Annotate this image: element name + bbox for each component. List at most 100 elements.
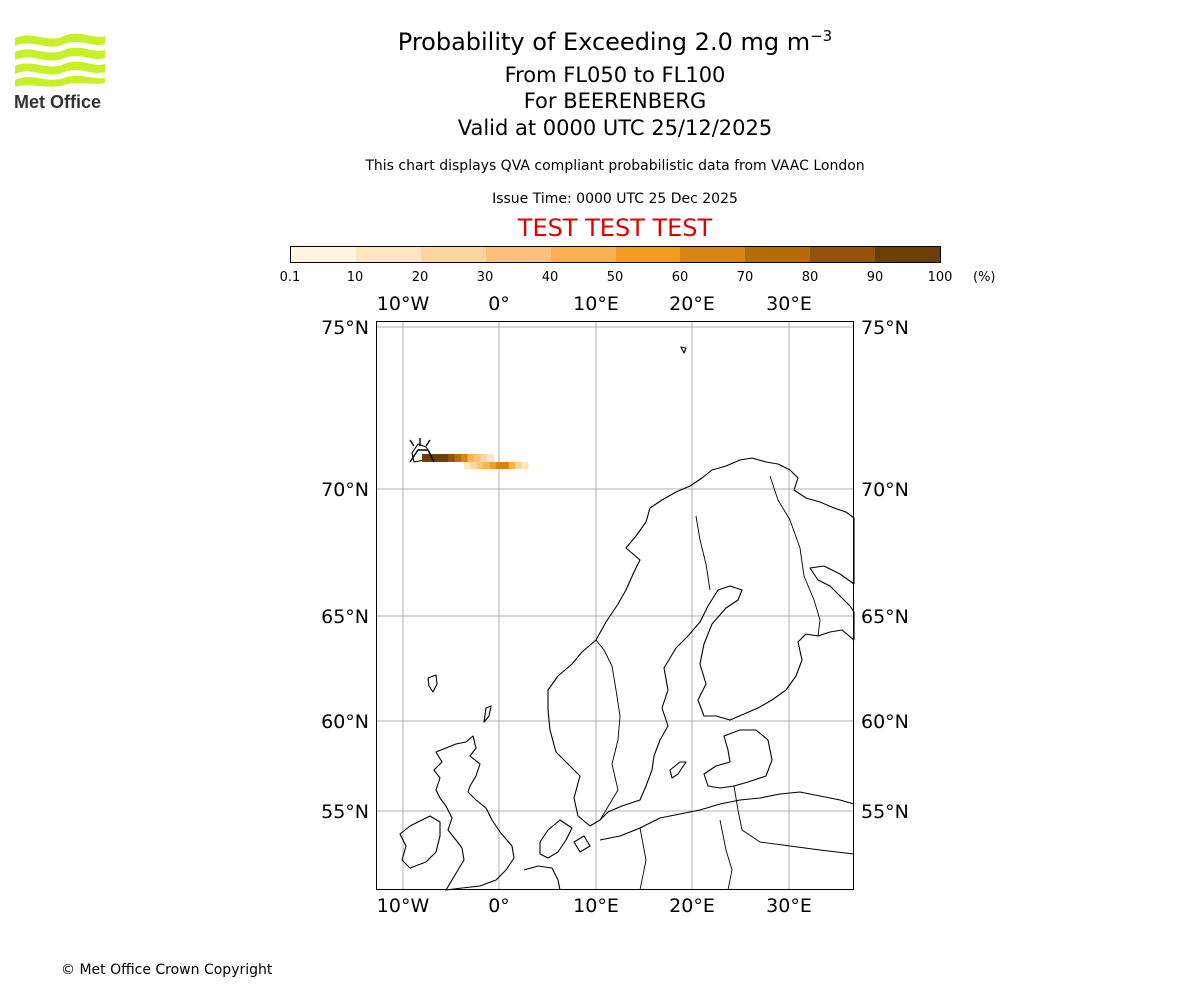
norway-sweden-border (595, 639, 621, 821)
plume-cell (474, 454, 481, 462)
plume-cell (422, 454, 429, 462)
great-britain-coast (433, 735, 515, 891)
plume-cell (448, 454, 455, 462)
colorbar-tick-label: 90 (866, 270, 884, 285)
test-banner: TEST TEST TEST (517, 214, 713, 242)
plume-cell (496, 462, 503, 469)
flight-level-range: From FL050 to FL100 (504, 63, 726, 87)
lon-label-bottom: 30°E (766, 895, 812, 917)
plume-cell (467, 454, 475, 462)
sweden-finland-border (695, 515, 711, 591)
colorbar-segment (615, 247, 681, 262)
colorbar-tick-label: 70 (736, 270, 754, 285)
baltic-inner-border (733, 785, 855, 855)
logo-text: Met Office (14, 92, 101, 112)
plume-cell (470, 462, 478, 469)
lon-label-bottom: 20°E (669, 895, 715, 917)
graticule (376, 321, 854, 890)
colorbar-segment (355, 247, 421, 262)
lon-label-bottom: 10°E (573, 895, 619, 917)
colorbar-segment (680, 247, 746, 262)
colorbar-tick-label: 0.1 (279, 270, 301, 285)
lon-label-top: 20°E (669, 293, 715, 315)
volcano-name: For BEERENBERG (523, 89, 707, 113)
colorbar-tick-label: 80 (801, 270, 819, 285)
plume-cell (461, 454, 468, 462)
plume-cell (476, 462, 484, 469)
shetland-coast (483, 705, 492, 723)
colorbar-tick-label: 60 (671, 270, 689, 285)
plume-cell (480, 454, 488, 462)
plume-cell (515, 462, 522, 469)
plume-cell (441, 454, 449, 462)
plume-cell (464, 462, 471, 469)
colorbar-segment (810, 247, 876, 262)
colorbar-segment (420, 247, 486, 262)
lon-label-top: 10°E (573, 293, 619, 315)
map-frame (376, 321, 854, 890)
lat-label-left: 75°N (321, 317, 369, 339)
zealand-coast (573, 835, 591, 853)
lat-label-right: 65°N (861, 606, 909, 628)
plume-cell (454, 454, 462, 462)
lon-label-bottom: 0° (488, 895, 510, 917)
lat-label-left: 55°N (321, 801, 369, 823)
colorbar-segment (550, 247, 616, 262)
lon-label-top: 10°W (377, 293, 430, 315)
gotland-coast (669, 761, 687, 779)
colorbar-segment (291, 247, 356, 262)
denmark-coast (539, 819, 573, 859)
copyright: © Met Office Crown Copyright (61, 962, 273, 978)
plume-cell (521, 462, 529, 469)
baltic-coast (703, 729, 773, 789)
poland-border (639, 827, 647, 891)
plume-cell (483, 462, 490, 469)
finland-russia-border (769, 475, 821, 637)
lat-label-left: 65°N (321, 606, 369, 628)
plume-cell (489, 462, 497, 469)
plume-cell (502, 462, 510, 469)
lat-label-right: 75°N (861, 317, 909, 339)
lat-label-right: 60°N (861, 711, 909, 733)
bear-island-coast (680, 346, 687, 354)
colorbar-segment (875, 247, 941, 262)
plume-cell (508, 462, 516, 469)
met-office-logo: Met Office (14, 33, 105, 112)
lat-label-left: 70°N (321, 479, 369, 501)
colorbar-tick-label: 10 (346, 270, 364, 285)
colorbar-segment (745, 247, 811, 262)
scandinavia-coast (547, 457, 855, 827)
title-exponent: −3 (810, 27, 833, 45)
germany-poland-coast (599, 791, 855, 841)
disclaimer-text: This chart displays QVA compliant probab… (365, 158, 865, 174)
colorbar-tick-label: 40 (541, 270, 559, 285)
plume-cell (435, 454, 442, 462)
coastlines (399, 346, 855, 891)
lat-label-left: 60°N (321, 711, 369, 733)
lon-label-top: 30°E (766, 293, 812, 315)
plume-cell (487, 454, 494, 462)
chart-title: Probability of Exceeding 2.0 mg m−3 (0, 27, 1200, 56)
valid-time: Valid at 0000 UTC 25/12/2025 (457, 116, 773, 140)
lon-label-top: 0° (488, 293, 510, 315)
colorbar-segment (485, 247, 551, 262)
lat-label-right: 55°N (861, 801, 909, 823)
ireland-coast (399, 815, 441, 869)
title-text: Probability of Exceeding 2.0 mg m (397, 28, 811, 56)
colorbar-unit: (%) (973, 270, 996, 285)
issue-time: Issue Time: 0000 UTC 25 Dec 2025 (492, 191, 738, 207)
probability-colorbar (290, 246, 941, 263)
colorbar-tick-label: 100 (927, 270, 953, 285)
volcano-icon (409, 438, 435, 463)
continent-coast (523, 865, 561, 891)
faroe-coast (427, 674, 438, 693)
colorbar-tick-label: 30 (476, 270, 494, 285)
lon-label-bottom: 10°W (377, 895, 430, 917)
lat-label-right: 70°N (861, 479, 909, 501)
poland-east-border (719, 819, 733, 891)
ash-plume (422, 454, 529, 469)
colorbar-tick-label: 20 (411, 270, 429, 285)
axis-labels: 10°W 0° 10°E 20°E 30°E 10°W 0° 10°E 20°E 30°E 75°N… (321, 293, 909, 917)
colorbar-tick-label: 50 (606, 270, 624, 285)
